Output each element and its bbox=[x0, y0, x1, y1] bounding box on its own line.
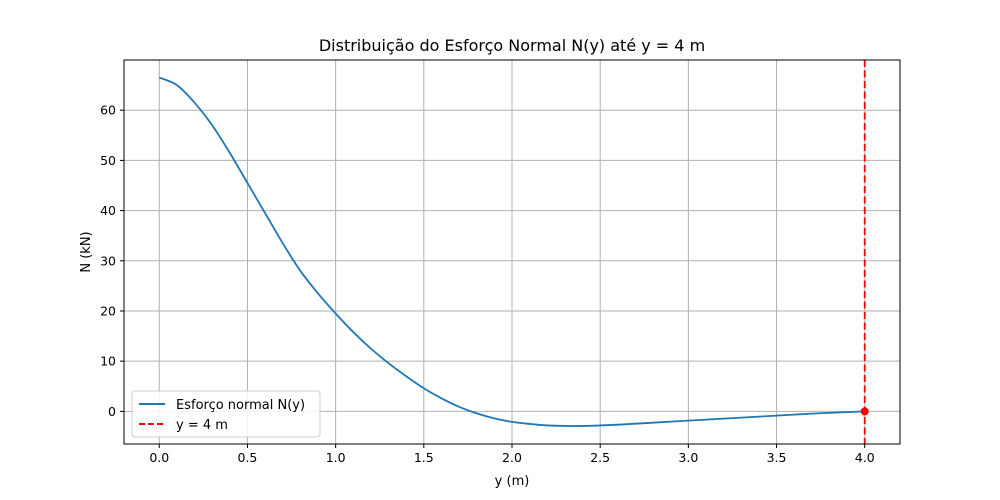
x-tick-label: 4.0 bbox=[855, 450, 875, 465]
x-tick-label: 3.0 bbox=[678, 450, 698, 465]
grid bbox=[124, 60, 900, 444]
y-axis-label: N (kN) bbox=[79, 231, 94, 272]
chart-title: Distribuição do Esforço Normal N(y) até … bbox=[319, 36, 705, 55]
x-axis-ticks: 0.0 0.5 1.0 1.5 2.0 2.5 3.0 3.5 4.0 bbox=[149, 444, 875, 465]
x-axis-label: y (m) bbox=[495, 474, 530, 489]
x-tick-label: 1.5 bbox=[414, 450, 434, 465]
y-tick-label: 50 bbox=[100, 153, 116, 168]
end-point-marker bbox=[860, 407, 869, 416]
y-tick-label: 10 bbox=[100, 354, 116, 369]
legend-label-series-2: y = 4 m bbox=[176, 418, 228, 433]
x-tick-label: 0.0 bbox=[149, 450, 169, 465]
y-tick-label: 30 bbox=[100, 253, 116, 268]
x-tick-label: 1.0 bbox=[326, 450, 346, 465]
y-tick-label: 20 bbox=[100, 303, 116, 318]
x-tick-label: 2.5 bbox=[590, 450, 610, 465]
y-axis-ticks: 0 10 20 30 40 50 60 bbox=[100, 103, 124, 419]
y-tick-label: 40 bbox=[100, 203, 116, 218]
legend: Esforço normal N(y) y = 4 m bbox=[131, 390, 321, 438]
legend-box bbox=[131, 390, 321, 438]
x-tick-label: 3.5 bbox=[767, 450, 787, 465]
series-line-n-y bbox=[158, 76, 865, 427]
y-tick-label: 0 bbox=[108, 404, 116, 419]
plot-series bbox=[158, 60, 869, 444]
x-tick-label: 0.5 bbox=[238, 450, 258, 465]
x-tick-label: 2.0 bbox=[502, 450, 522, 465]
y-tick-label: 60 bbox=[100, 103, 116, 118]
legend-label-series-1: Esforço normal N(y) bbox=[176, 398, 305, 413]
